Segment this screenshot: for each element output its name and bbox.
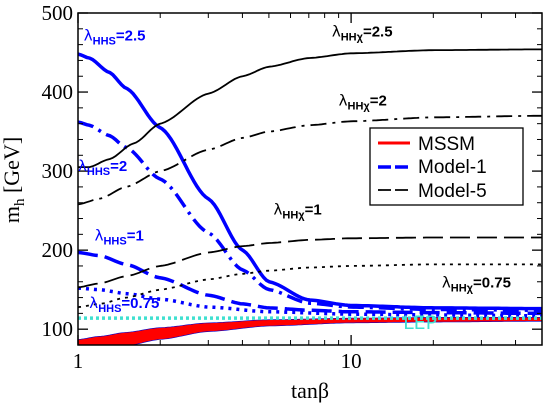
lambda-annotation: λHHχ=0.75 xyxy=(442,273,511,294)
annotation-value: =2 xyxy=(370,92,387,109)
plot-frame xyxy=(77,12,543,346)
tick-layer: 100 200 300 400 500 1 10 xyxy=(42,1,542,373)
band-layer xyxy=(78,317,542,345)
annotation-sub: HHS xyxy=(103,236,126,248)
annotation-value: =0.75 xyxy=(473,274,511,291)
annotation-sub: HHχ xyxy=(348,100,371,112)
series-model-1-lambda-2 xyxy=(78,120,542,312)
annotation-main: λ xyxy=(332,23,341,41)
annotation-value: =2.5 xyxy=(116,28,146,45)
x-axis-title: tanβ xyxy=(291,378,329,403)
y-tick-label: 200 xyxy=(42,238,74,262)
annotation-sub: HHS xyxy=(98,303,121,315)
legend-label-mssm: MSSM xyxy=(418,134,475,155)
legend: MSSM Model-1 Model-5 xyxy=(369,127,524,206)
series-model-5-lambda-1 xyxy=(78,236,542,289)
legend-label-model-5: Model-5 xyxy=(418,181,487,202)
band-mssm xyxy=(78,317,542,345)
annotation-main: λ xyxy=(339,91,348,109)
lambda-annotation: λHHS=1 xyxy=(95,227,144,248)
annotation-value: =1 xyxy=(305,202,322,219)
annotation-sub: HHχ xyxy=(451,282,474,294)
lambda-annotation: λHHS=2 xyxy=(78,157,127,178)
annotation-value: =1 xyxy=(127,228,144,245)
lep-label: LEP xyxy=(403,312,437,334)
annotation-value: =2.5 xyxy=(363,24,393,41)
annotation-main: λ xyxy=(274,201,283,219)
annotation-sub: HHχ xyxy=(341,32,364,44)
annotation-sub: HHχ xyxy=(282,210,305,222)
annotation-main: λ xyxy=(89,294,98,312)
y-axis-title: mh [GeV] xyxy=(0,137,28,223)
x-tick-label: 1 xyxy=(73,349,84,373)
series-model-5-lambda-2-5 xyxy=(78,48,542,168)
annotation-layer: λHHS=2.5λHHS=2λHHS=1λHHS=0.75λHHχ=2.5λHH… xyxy=(78,23,511,334)
series-model-1-lambda-0-75 xyxy=(78,286,542,318)
series-layer xyxy=(78,48,542,320)
lambda-annotation: λHHS=0.75 xyxy=(89,294,159,315)
lambda-annotation: λHHS=2.5 xyxy=(84,27,146,48)
annotation-main: λ xyxy=(95,227,104,245)
y-tick-label: 100 xyxy=(42,317,74,341)
legend-label-model-1: Model-1 xyxy=(418,157,487,178)
annotation-main: λ xyxy=(442,273,451,291)
lambda-annotation: λHHχ=1 xyxy=(274,201,322,222)
annotation-main: λ xyxy=(84,27,93,45)
series-model-1-lambda-1 xyxy=(78,250,542,316)
y-tick-label: 500 xyxy=(42,1,74,25)
y-tick-label: 300 xyxy=(42,159,74,183)
series-model-5-lambda-2 xyxy=(78,114,542,206)
lambda-annotation: λHHχ=2 xyxy=(339,91,387,112)
y-tick-label: 400 xyxy=(42,80,74,104)
annotation-main: λ xyxy=(78,157,87,175)
y-axis-title-sub: h xyxy=(12,198,28,206)
annotation-main: LEP xyxy=(403,312,437,334)
lambda-annotation: λHHχ=2.5 xyxy=(332,23,393,44)
annotation-value: =2 xyxy=(110,158,127,175)
annotation-value: =0.75 xyxy=(121,295,159,312)
annotation-sub: HHS xyxy=(93,36,116,48)
annotation-sub: HHS xyxy=(87,166,110,178)
x-tick-label: 10 xyxy=(341,349,362,373)
